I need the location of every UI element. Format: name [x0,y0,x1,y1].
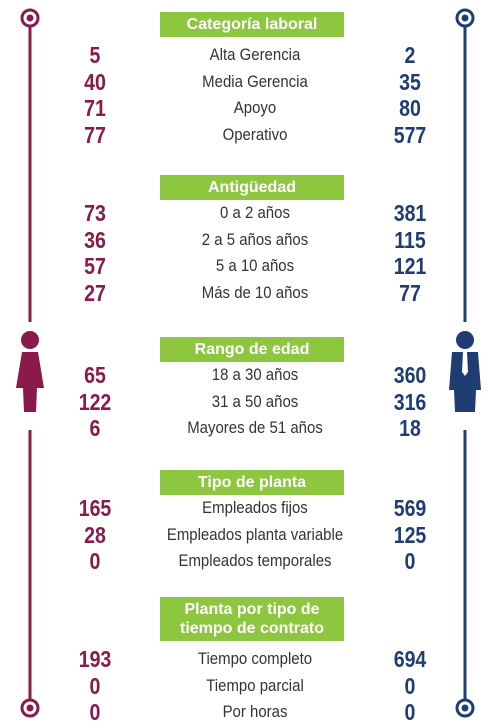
row-label: Por horas [222,702,288,721]
section-header: Planta por tipo de tiempo de contrato [160,597,344,641]
women-count: 57 [84,253,106,279]
women-count: 71 [84,95,106,121]
women-count: 0 [89,672,101,699]
men-count: 0 [404,699,416,725]
row-label: Media Gerencia [202,71,308,91]
women-count: 77 [84,121,106,148]
women-count: 6 [89,415,101,441]
women-count: 165 [78,495,112,521]
row-label: Tiempo completo [197,649,313,668]
men-count: 381 [393,200,427,226]
women-count: 40 [84,68,106,95]
row-label: 0 a 2 años [220,203,290,222]
men-count: 115 [394,226,426,253]
men-count: 360 [393,362,427,388]
men-count: 316 [393,388,427,415]
women-count: 0 [89,548,101,574]
women-count: 0 [89,699,101,725]
men-count: 694 [393,646,427,672]
men-count: 569 [393,495,427,521]
men-count: 125 [393,521,427,548]
men-count: 2 [404,42,416,68]
men-count: 35 [399,68,421,95]
row-label: Tiempo parcial [206,675,304,695]
row-label: 31 a 50 años [211,391,299,411]
section-header: Rango de edad [160,337,344,362]
women-count: 36 [84,226,106,253]
man-icon [449,331,481,412]
row-label: Empleados temporales [178,551,332,570]
row-label: Empleados fijos [202,498,308,517]
men-count: 121 [393,253,427,279]
women-count: 73 [84,200,106,226]
men-count: 80 [399,95,421,121]
men-count: 577 [393,121,427,148]
woman-icon [16,331,44,412]
row-label: Alta Gerencia [209,45,301,64]
women-count: 122 [78,388,112,415]
men-count: 77 [399,279,421,306]
row-label: Apoyo [233,98,277,117]
row-label: Más de 10 años [201,282,309,302]
row-label: 18 a 30 años [211,365,299,384]
women-count: 193 [78,646,112,672]
women-count: 65 [84,362,106,388]
men-count: 18 [399,415,421,441]
section-header: Tipo de planta [160,470,344,495]
men-count: 0 [404,548,416,574]
row-label: 2 a 5 años años [201,229,309,249]
men-count: 0 [404,672,416,699]
women-count: 28 [84,521,106,548]
women-count: 27 [84,279,106,306]
row-label: Operativo [222,124,288,144]
women-count: 5 [89,42,101,68]
section-header: Antigüedad [160,175,344,200]
section-header: Categoría laboral [160,12,344,37]
row-label: 5 a 10 años [215,256,295,275]
row-label: Mayores de 51 años [187,418,323,437]
row-label: Empleados planta variable [166,524,344,544]
